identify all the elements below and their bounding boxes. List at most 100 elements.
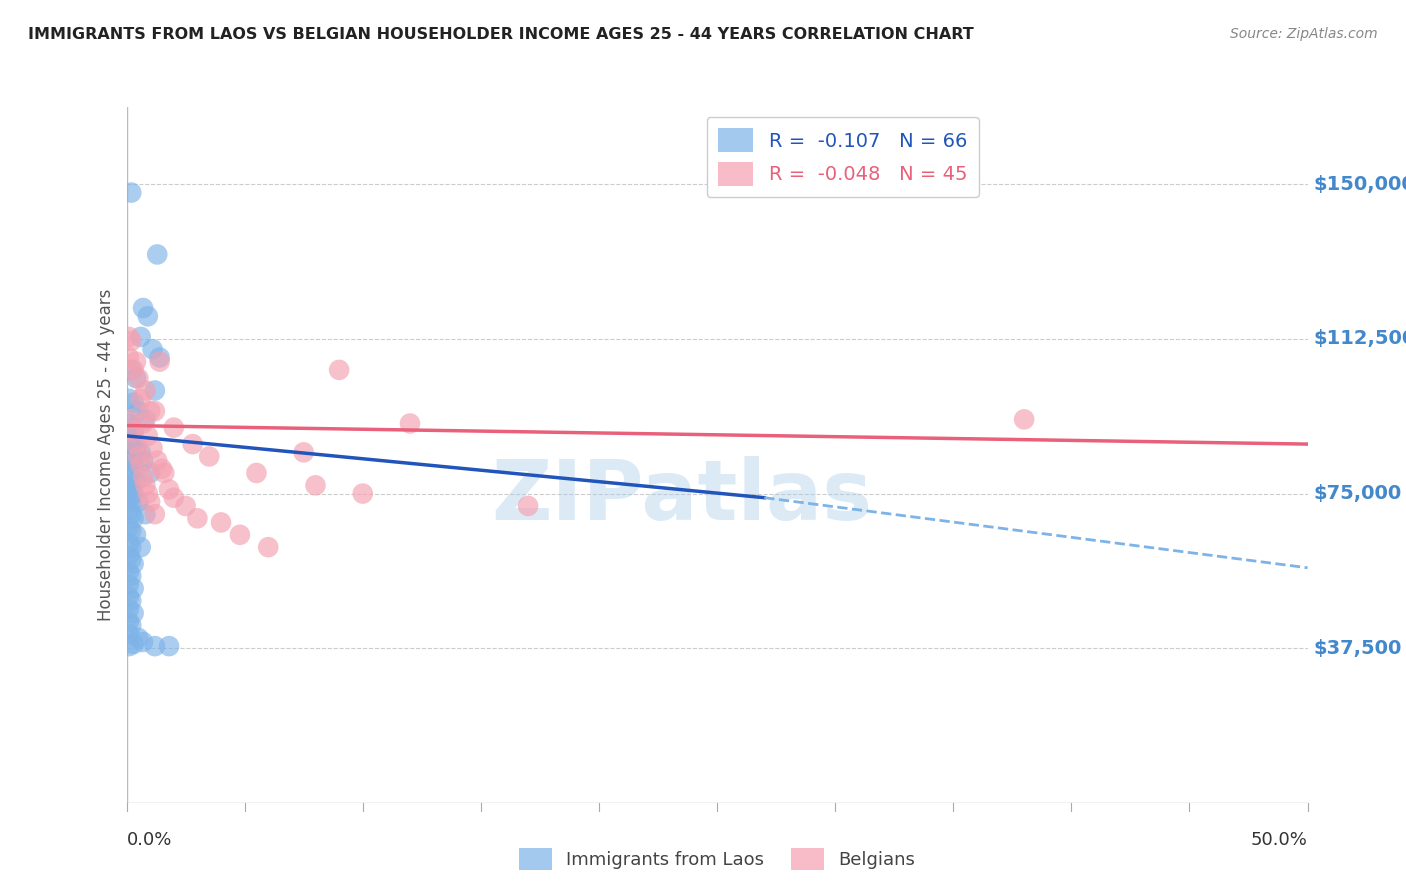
Point (125, 354, 148, 368)
Point (118, 466, 141, 480)
Point (120, 507, 142, 521)
Point (118, 503, 141, 517)
Point (118, 536, 141, 550)
Point (127, 371, 149, 385)
Point (146, 453, 169, 467)
Point (186, 511, 208, 525)
Text: $112,500: $112,500 (1313, 329, 1406, 349)
Point (120, 186, 142, 200)
Point (118, 351, 141, 365)
Point (143, 507, 166, 521)
Point (120, 412, 142, 426)
Point (129, 330, 152, 344)
Text: 0.0%: 0.0% (127, 830, 172, 848)
Point (125, 474, 148, 488)
Point (118, 417, 141, 431)
Point (136, 310, 159, 324)
Point (139, 404, 162, 418)
Point (209, 516, 232, 530)
Point (517, 499, 540, 513)
Point (153, 466, 176, 480)
Point (118, 478, 141, 492)
Point (122, 511, 145, 525)
Point (122, 582, 145, 596)
Point (127, 631, 149, 645)
Point (141, 441, 163, 455)
Point (127, 495, 149, 509)
Point (118, 491, 141, 505)
Point (120, 540, 142, 554)
Point (120, 552, 142, 566)
Point (198, 450, 221, 464)
Point (257, 540, 280, 554)
Point (134, 384, 156, 398)
Point (143, 639, 166, 653)
Point (118, 549, 141, 563)
Point (134, 507, 156, 521)
Point (163, 420, 186, 434)
Point (136, 486, 159, 500)
Point (352, 486, 374, 500)
Point (399, 417, 422, 431)
Point (129, 540, 152, 554)
Text: ZIPatlas: ZIPatlas (491, 456, 872, 537)
Text: $150,000: $150,000 (1313, 175, 1406, 194)
Point (118, 330, 141, 344)
Point (118, 450, 141, 464)
Point (125, 528, 148, 542)
Point (125, 437, 148, 451)
Point (122, 606, 145, 620)
Point (122, 396, 145, 410)
Point (132, 470, 155, 484)
Point (132, 301, 155, 315)
Point (157, 483, 180, 497)
Point (118, 626, 141, 640)
Point (118, 615, 141, 629)
Point (120, 453, 142, 467)
Point (292, 445, 315, 459)
Point (139, 466, 162, 480)
Point (150, 462, 173, 476)
Point (120, 334, 142, 348)
Point (132, 453, 155, 467)
Point (125, 441, 148, 455)
Point (118, 565, 141, 579)
Point (120, 363, 142, 377)
Point (120, 524, 142, 538)
Text: 50.0%: 50.0% (1251, 830, 1308, 848)
Text: IMMIGRANTS FROM LAOS VS BELGIAN HOUSEHOLDER INCOME AGES 25 - 44 YEARS CORRELATIO: IMMIGRANTS FROM LAOS VS BELGIAN HOUSEHOL… (28, 27, 974, 42)
Point (134, 412, 156, 426)
Point (129, 458, 152, 472)
Point (163, 491, 186, 505)
Point (125, 371, 148, 385)
Point (146, 247, 169, 261)
Point (143, 404, 166, 418)
Point (136, 429, 159, 443)
Point (132, 417, 155, 431)
Point (120, 420, 142, 434)
Point (328, 363, 350, 377)
Point (122, 425, 145, 439)
Y-axis label: Householder Income Ages 25 - 44 years: Householder Income Ages 25 - 44 years (97, 289, 115, 621)
Point (174, 499, 197, 513)
Point (134, 478, 156, 492)
Point (143, 384, 166, 398)
Point (304, 478, 326, 492)
Point (181, 437, 204, 451)
Point (122, 486, 145, 500)
Point (157, 639, 180, 653)
Point (118, 590, 141, 604)
Point (118, 602, 141, 616)
Text: $37,500: $37,500 (1313, 639, 1402, 657)
Text: $75,000: $75,000 (1313, 484, 1402, 503)
Point (229, 528, 252, 542)
Point (120, 569, 142, 583)
Point (122, 425, 145, 439)
Point (127, 404, 149, 418)
Point (132, 635, 155, 649)
Point (120, 618, 142, 632)
Point (122, 363, 145, 377)
Point (120, 594, 142, 608)
Point (118, 392, 141, 406)
Point (129, 392, 152, 406)
